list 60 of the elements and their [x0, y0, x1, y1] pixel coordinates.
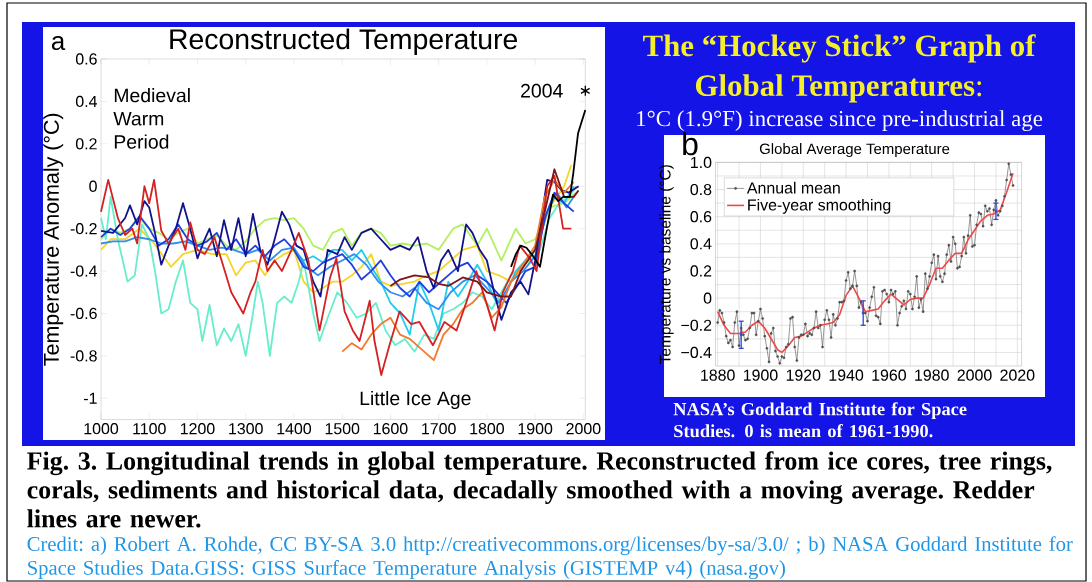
x-tick-label: 1600	[373, 423, 408, 435]
legend-label: Annual mean	[746, 181, 840, 194]
line-series	[100, 174, 573, 376]
line-series	[389, 168, 580, 298]
x-tick-label: 1400	[277, 423, 312, 435]
y-axis-title: Temperature Anomaly (°C)	[43, 113, 64, 366]
x-tick-label: 1960	[872, 369, 906, 381]
legend-label: Five-year smoothing	[748, 198, 891, 214]
text: Credit: a) Robert A. Rohde, CC BY-SA 3.0 http://creativecommons.org/licenses/by-sa/3.0/ ; b) NASA Goddard Institute for Space Studies Data.GISS: GISS Surface Temperature Analysis (GISTEMP v4) (nasa.gov)	[27, 536, 1073, 580]
y-tick-label: 0	[89, 180, 97, 192]
x-tick-label: 2000	[566, 423, 601, 435]
x-tick-label: 1900	[518, 423, 553, 435]
y-tick-label: −0.4	[681, 346, 712, 359]
y-tick-label: −0.2	[681, 319, 712, 331]
x-tick-label: 1000	[84, 423, 119, 435]
y-tick-label: 0.4	[75, 95, 98, 108]
chart-title: Reconstructed Temperature	[170, 28, 518, 55]
text: a	[51, 35, 66, 51]
x-tick-label: 1980	[915, 369, 949, 381]
x-tick-label: 1100	[133, 423, 166, 435]
y-axis-title: Temperature vs baseline (°C)	[659, 165, 674, 364]
y-tick-label: 1.0	[691, 156, 712, 169]
text: b	[683, 131, 698, 156]
x-tick-label: 2000	[957, 369, 992, 381]
y-tick-label: 0.8	[690, 183, 712, 196]
y-tick-label: 0.2	[75, 138, 97, 150]
line-series	[100, 189, 580, 262]
chart-title: Global Average Temperature	[759, 143, 950, 158]
x-tick-label: 1940	[829, 369, 864, 381]
y-tick-label: 0	[703, 292, 712, 304]
x-tick-label: 1500	[325, 423, 360, 435]
y-tick-label: -0.6	[70, 307, 97, 320]
line-series	[341, 178, 575, 362]
y-tick-label: -0.4	[70, 265, 98, 277]
x-tick-label: 1300	[229, 423, 263, 435]
y-tick-label: 0.6	[690, 211, 712, 223]
line-series	[100, 185, 578, 357]
annotation: Medieval Warm Period	[113, 88, 190, 149]
y-tick-label: -0.2	[70, 223, 97, 235]
x-tick-label: 2020	[1000, 369, 1035, 381]
x-tick-label: 1800	[470, 423, 504, 435]
y-tick-label: -0.8	[70, 350, 97, 362]
y-tick-label: 0.4	[690, 238, 712, 250]
line-series	[510, 108, 587, 268]
x-tick-label: 1920	[786, 369, 821, 381]
text: The “Hockey Stick” Graph of Global Temperatures:	[643, 34, 1036, 103]
y-tick-label: 0.6	[75, 53, 97, 65]
caption: Fig. 3. Longitudinal trends in global temperature. Reconstructed from ice cores, tree rings, corals, sediments and historical data, decadally smoothed with a moving average. Redder lines are newer.	[27, 451, 1052, 528]
text: 1°C (1.9°F) increase since pre-industrial age	[637, 110, 1043, 132]
x-tick-label: 1200	[180, 423, 215, 435]
line-series	[100, 164, 573, 294]
y-tick-label: -1	[84, 392, 97, 404]
x-tick-label: 1700	[422, 423, 456, 435]
y-tick-label: 0.2	[690, 265, 712, 277]
x-tick-label: 1880	[701, 369, 735, 381]
x-tick-label: 1900	[743, 369, 778, 381]
annotation: 2004	[521, 83, 563, 98]
annotation: Little Ice Age	[360, 390, 471, 410]
text: NASA’s Goddard Institute for Space Studies. 0 is mean of 1961-1990.	[673, 402, 967, 438]
line-series	[100, 178, 580, 321]
